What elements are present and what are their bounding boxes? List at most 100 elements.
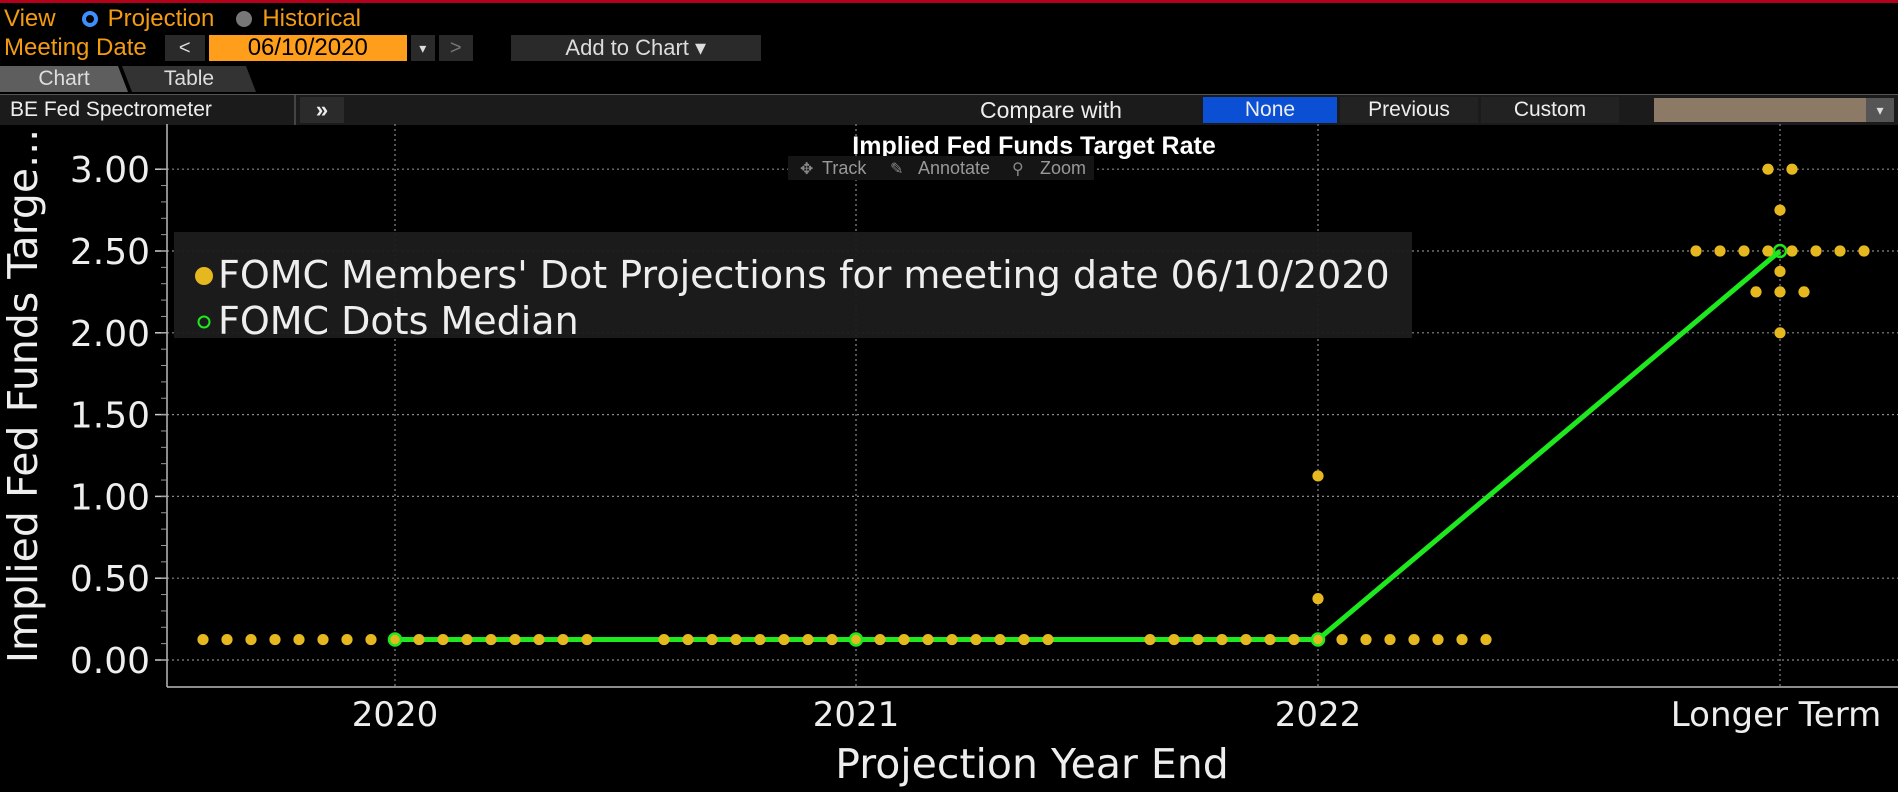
dot-projections	[197, 163, 1870, 646]
legend-entry-median: FOMC Dots Median	[218, 299, 579, 343]
compare-custom-button[interactable]: Custom	[1481, 97, 1619, 123]
dot-point	[1774, 327, 1786, 339]
dot-point	[754, 633, 766, 646]
dot-point	[317, 633, 329, 646]
expand-chevron-icon[interactable]: »	[300, 97, 344, 123]
zoom-button[interactable]: Zoom	[1040, 158, 1086, 178]
projection-label[interactable]: Projection	[107, 5, 215, 32]
x-tick-label: Longer Term	[1671, 695, 1881, 735]
dot-point	[802, 633, 814, 646]
dot-point	[221, 633, 233, 646]
dot-point	[658, 633, 670, 646]
dot-point	[1216, 633, 1228, 646]
dot-point	[1786, 163, 1798, 175]
dot-point	[581, 633, 593, 646]
median-point	[1772, 243, 1788, 259]
top-accent-line	[0, 0, 1898, 3]
track-icon[interactable]: ✥	[800, 159, 813, 178]
dot-point	[413, 633, 425, 646]
dot-point	[389, 633, 401, 646]
historical-label[interactable]: Historical	[262, 5, 362, 32]
dot-point	[533, 633, 545, 646]
y-tick-label: 2.00	[70, 314, 150, 355]
dot-point	[1336, 633, 1348, 646]
dot-point	[1858, 245, 1870, 257]
chart-toolbar: BE Fed Spectrometer » Compare with None …	[0, 94, 1898, 125]
dot-point	[1432, 633, 1444, 646]
dot-point	[946, 633, 958, 646]
custom-color-swatch[interactable]	[1654, 98, 1866, 122]
dot-point	[1810, 245, 1822, 257]
dot-point	[826, 633, 838, 646]
tab-table[interactable]: Table	[122, 66, 256, 92]
dot-point	[994, 633, 1006, 646]
view-selector: View Projection Historical	[4, 5, 383, 32]
y-tick-label: 1.00	[70, 477, 150, 518]
dot-point	[485, 633, 497, 646]
track-button[interactable]: Track	[822, 158, 867, 178]
dot-point	[922, 633, 934, 646]
dot-point	[365, 633, 377, 646]
dot-point	[1384, 633, 1396, 646]
dot-point	[730, 633, 742, 646]
compare-label: Compare with	[980, 96, 1122, 123]
dot-point	[269, 633, 281, 646]
legend-median-marker	[197, 315, 211, 329]
date-dropdown-button[interactable]: ▾	[410, 35, 435, 61]
legend-dot-marker	[195, 267, 213, 285]
y-tick-label: 0.00	[70, 641, 150, 682]
meeting-date-field[interactable]: 06/10/2020	[208, 34, 407, 61]
x-tick-label: 2021	[813, 695, 900, 735]
median-point	[1310, 632, 1326, 647]
dot-point	[1774, 286, 1786, 298]
dot-point	[461, 633, 473, 646]
dot-point	[1762, 163, 1774, 175]
annotate-icon[interactable]: ✎	[890, 159, 903, 178]
dot-point	[1834, 245, 1846, 257]
dot-point	[1288, 633, 1300, 646]
dot-point	[1018, 633, 1030, 646]
swatch-dropdown-icon[interactable]: ▾	[1866, 98, 1894, 122]
dot-point	[1264, 633, 1276, 646]
prev-date-button[interactable]: <	[164, 35, 205, 61]
y-tick-label: 1.50	[70, 396, 150, 437]
dot-point	[1168, 633, 1180, 646]
dot-point	[874, 633, 886, 646]
dot-point	[1480, 633, 1492, 646]
dot-point	[970, 633, 982, 646]
dot-point	[245, 633, 257, 646]
dot-point	[706, 633, 718, 646]
zoom-icon[interactable]: ⚲	[1012, 159, 1024, 178]
dot-point	[1786, 245, 1798, 257]
legend-background	[174, 232, 1412, 338]
x-tick-labels: 2020 2021 2022 Longer Term	[352, 695, 1881, 735]
chart-name: BE Fed Spectrometer	[0, 95, 296, 125]
dot-point	[1774, 204, 1786, 216]
projection-radio[interactable]	[81, 11, 98, 27]
grid-lines	[167, 124, 1898, 687]
dot-point	[1042, 633, 1054, 646]
dot-point	[1798, 286, 1810, 298]
meeting-date-row: Meeting Date < 06/10/2020 ▾ > Add to Cha…	[4, 34, 761, 62]
tab-chart[interactable]: Chart	[0, 66, 128, 92]
compare-none-button[interactable]: None	[1203, 97, 1337, 123]
dot-point	[898, 633, 910, 646]
dot-point	[1312, 593, 1324, 605]
y-axis-title: Implied Fed Funds Targe...	[0, 129, 47, 663]
dot-point	[197, 633, 209, 646]
y-tick-labels: 0.00 0.50 1.00 1.50 2.00 2.50 3.00	[70, 150, 167, 682]
add-to-chart-button[interactable]: Add to Chart ▾	[510, 35, 761, 61]
compare-previous-button[interactable]: Previous	[1340, 97, 1478, 123]
dot-point	[850, 633, 862, 646]
dot-point	[1312, 633, 1324, 646]
x-axis-title: Projection Year End	[835, 740, 1229, 788]
dot-point	[509, 633, 521, 646]
dot-point	[1690, 245, 1702, 257]
dot-point	[557, 633, 569, 646]
historical-radio[interactable]	[236, 11, 253, 27]
next-date-button[interactable]: >	[438, 35, 473, 61]
legend-entry-dots: FOMC Members' Dot Projections for meetin…	[218, 253, 1390, 297]
dot-point	[1144, 633, 1156, 646]
dot-point	[437, 633, 449, 646]
annotate-button[interactable]: Annotate	[918, 158, 990, 178]
